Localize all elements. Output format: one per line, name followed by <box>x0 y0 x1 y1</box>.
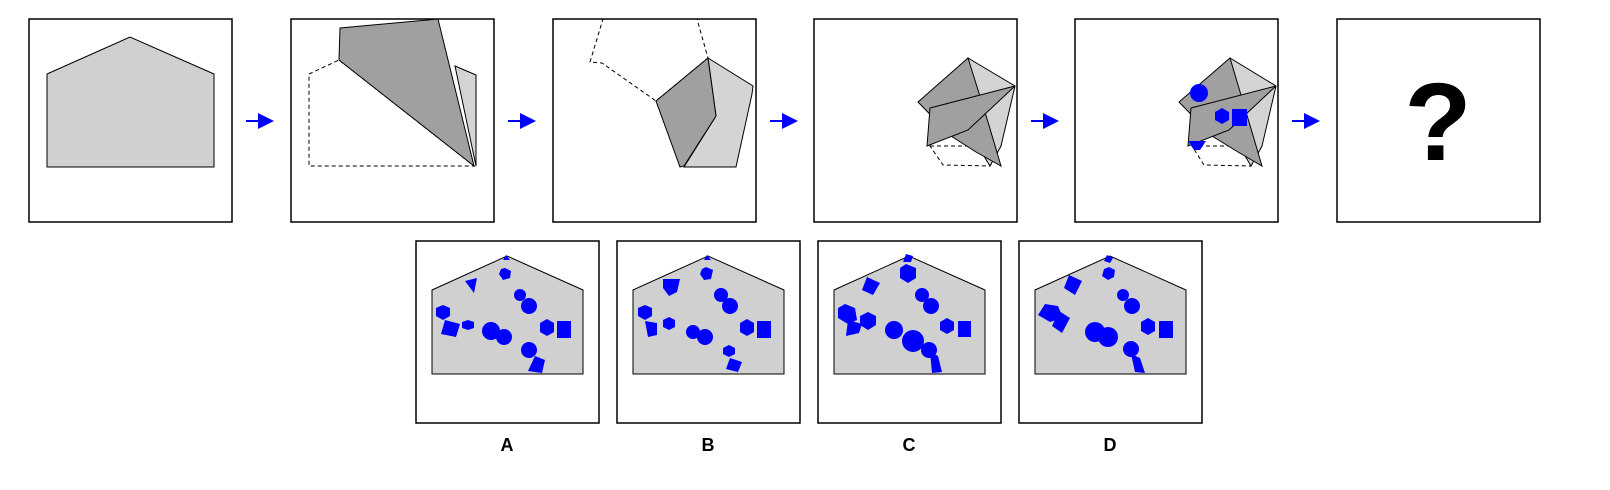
option-d[interactable]: D <box>1018 240 1203 455</box>
hole-half-disc <box>1188 141 1206 150</box>
dark-flap <box>655 57 717 168</box>
fold-back-flap <box>454 65 477 167</box>
question-panel: ? <box>1336 18 1541 223</box>
question-mark: ? <box>1404 61 1471 184</box>
dark-flap-front <box>926 85 1016 147</box>
outline-dashed <box>589 18 709 102</box>
option-b-label: B <box>702 435 715 455</box>
hole-square <box>1232 109 1247 126</box>
step-5-panel <box>1074 18 1279 223</box>
step-2-panel <box>290 18 495 223</box>
option-b[interactable]: B <box>616 240 801 455</box>
option-a[interactable]: A <box>415 240 600 455</box>
step-1-panel <box>28 18 233 223</box>
hole-hexagon <box>1215 108 1229 124</box>
folded-flap <box>338 18 475 168</box>
paper-shape <box>46 36 215 168</box>
option-d-holes <box>1038 255 1173 373</box>
option-c[interactable]: C <box>817 240 1002 455</box>
option-c-holes <box>838 254 971 373</box>
option-a-holes <box>436 255 571 373</box>
option-a-label: A <box>501 435 514 455</box>
option-b-holes <box>638 255 771 372</box>
option-c-label: C <box>903 435 916 455</box>
step-3-panel <box>552 18 757 223</box>
hole-circle <box>1190 84 1208 102</box>
step-4-panel <box>813 18 1018 223</box>
option-d-label: D <box>1104 435 1117 455</box>
